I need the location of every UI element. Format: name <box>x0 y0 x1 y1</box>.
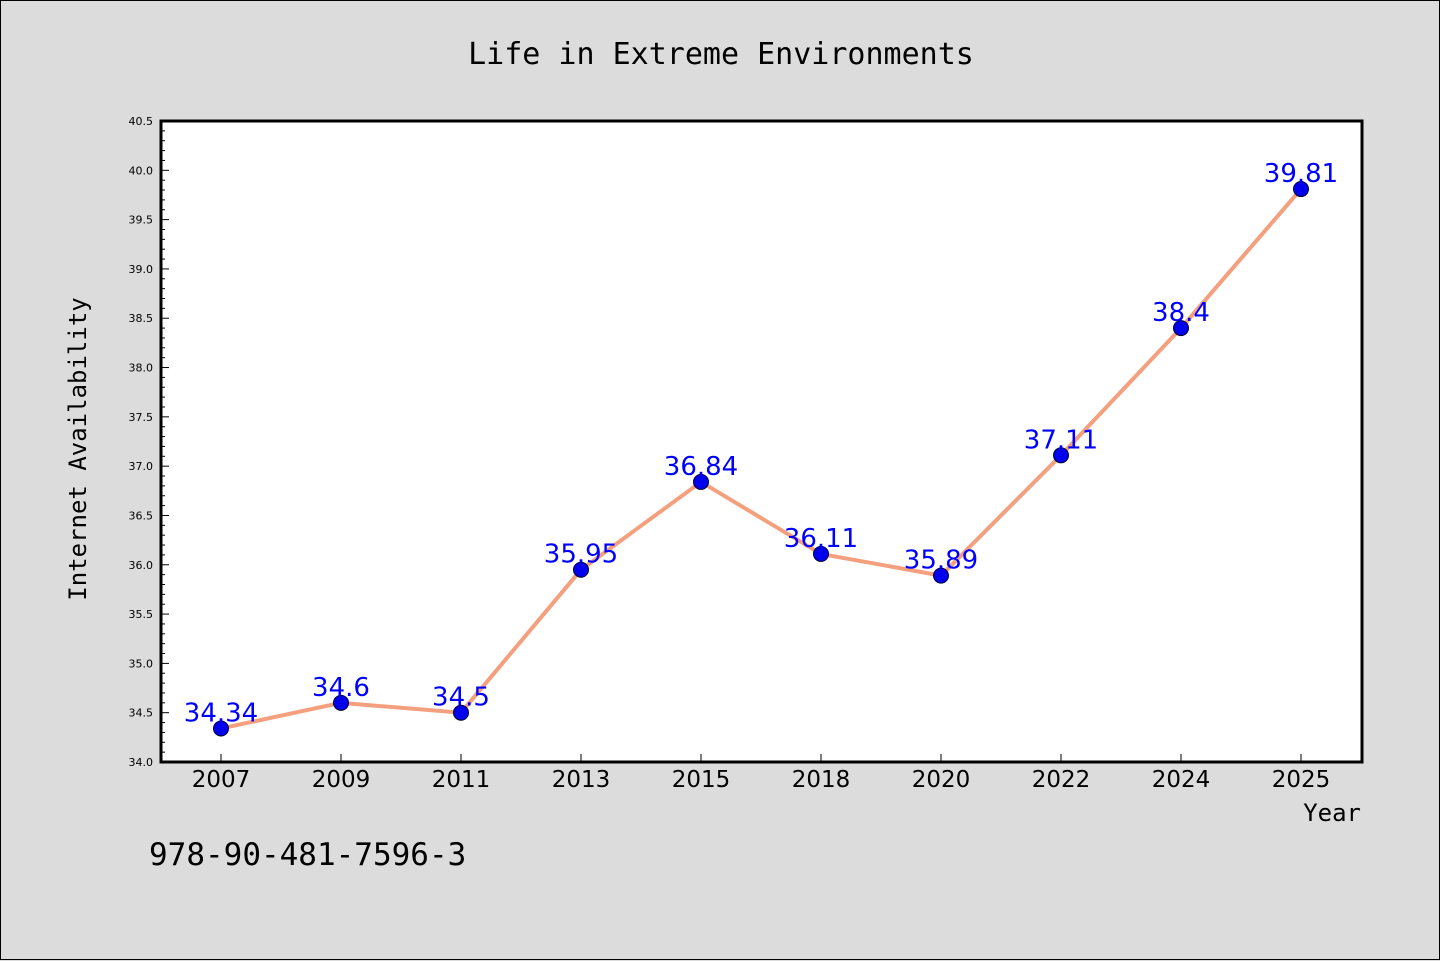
y-tick-label: 34.0 <box>129 756 154 769</box>
y-tick-label: 36.5 <box>129 509 154 522</box>
y-tick-label: 39.5 <box>129 214 154 227</box>
x-tick-label: 2007 <box>192 767 251 793</box>
series-line <box>220 187 1303 731</box>
y-tick-label: 38.0 <box>129 362 154 375</box>
isbn-text: 978-90-481-7596-3 <box>149 837 466 873</box>
y-tick-label: 38.5 <box>129 312 154 325</box>
x-axis-ticks: 2007 2009 2011 2013 2015 2018 2020 2022 2024 2025 <box>192 754 1331 793</box>
data-point <box>933 567 949 584</box>
data-point <box>213 720 229 737</box>
data-label: 36.11 <box>784 524 858 554</box>
data-point <box>1173 320 1189 337</box>
y-tick-label: 40.0 <box>129 164 154 177</box>
y-tick-label: 39.0 <box>129 263 154 276</box>
data-label: 38.4 <box>1152 298 1210 328</box>
y-tick-label: 37.5 <box>129 411 154 424</box>
x-tick-label: 2020 <box>912 767 971 793</box>
y-axis-ticks: 34.0 34.5 35.0 35.5 36.0 36.5 37.0 37.5 38.0 38.5… <box>129 115 169 769</box>
data-labels: 34.34 34.6 34.5 35.95 36.84 36.11 35.89 37.11 38… <box>184 159 1338 728</box>
data-label: 36.84 <box>664 452 738 482</box>
data-label: 39.81 <box>1264 159 1338 189</box>
chart-title: Life in Extreme Environments <box>468 37 974 72</box>
y-tick-label: 40.5 <box>129 115 154 128</box>
y-tick-label: 36.0 <box>129 559 154 572</box>
data-point <box>1293 181 1309 198</box>
data-point <box>1053 447 1069 464</box>
data-label: 34.34 <box>184 698 258 728</box>
x-axis-label: Year <box>1303 799 1361 827</box>
x-tick-label: 2013 <box>552 767 611 793</box>
y-tick-label: 37.0 <box>129 460 154 473</box>
data-point <box>453 704 469 721</box>
data-point <box>573 561 589 578</box>
x-tick-label: 2022 <box>1032 767 1091 793</box>
data-point <box>813 545 829 562</box>
data-label: 34.6 <box>312 673 370 703</box>
x-tick-label: 2024 <box>1152 767 1211 793</box>
x-tick-label: 2011 <box>432 767 491 793</box>
x-tick-label: 2018 <box>792 767 851 793</box>
data-label: 37.11 <box>1024 425 1098 455</box>
y-tick-label: 35.0 <box>129 657 154 670</box>
data-label: 35.95 <box>544 540 618 570</box>
x-tick-label: 2025 <box>1272 767 1331 793</box>
y-tick-label: 35.5 <box>129 608 154 621</box>
y-tick-label: 34.5 <box>129 707 154 720</box>
plot-area <box>159 119 1364 764</box>
y-axis-label: Internet Availability <box>64 297 92 600</box>
data-point <box>333 694 349 711</box>
x-tick-label: 2015 <box>672 767 731 793</box>
series-markers <box>213 181 1309 737</box>
x-tick-label: 2009 <box>312 767 371 793</box>
data-point <box>693 473 709 490</box>
series-line-group <box>220 187 1303 731</box>
data-label: 35.89 <box>904 546 978 576</box>
data-label: 34.5 <box>432 683 490 713</box>
